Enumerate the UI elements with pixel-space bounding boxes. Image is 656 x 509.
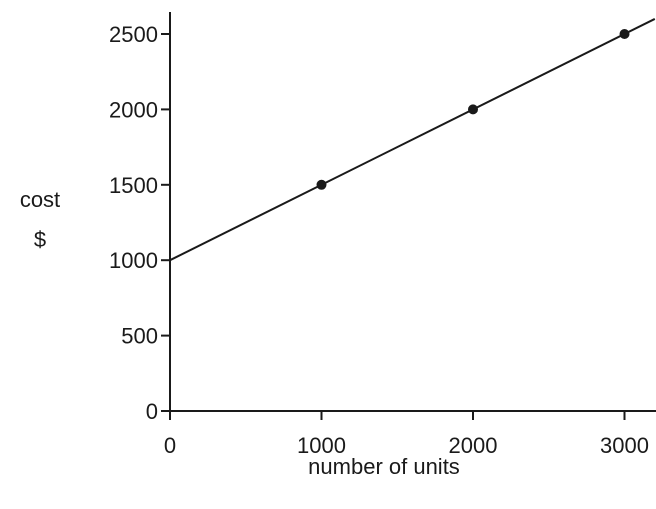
y-tick-label-1500: 1500 xyxy=(109,173,158,198)
y-tick-label-0: 0 xyxy=(146,399,158,424)
series-line-group xyxy=(169,18,656,262)
data-point-1 xyxy=(316,179,327,190)
y-axis-title-line-2: $ xyxy=(34,227,46,252)
x-tick-label-2000: 2000 xyxy=(449,433,498,458)
y-tick-label-2000: 2000 xyxy=(109,97,158,122)
x-tick-label-1000: 1000 xyxy=(297,433,346,458)
data-point-3 xyxy=(619,29,630,39)
y-axis-title-line-1: cost xyxy=(20,187,60,212)
data-point-2 xyxy=(468,104,478,115)
y-tick-label-500: 500 xyxy=(121,324,158,349)
x-tick-label-0: 0 xyxy=(164,433,176,458)
x-tick-label-3000: 3000 xyxy=(600,433,649,458)
ticks: 0 500 1000 1500 2000 2500 0 1000 2000 3000 xyxy=(109,22,649,458)
y-tick-label-2500: 2500 xyxy=(109,22,158,47)
y-tick-label-1000: 1000 xyxy=(109,248,158,273)
series-line xyxy=(169,18,656,262)
data-points xyxy=(316,29,630,190)
axes xyxy=(169,12,656,412)
x-axis-title: number of units xyxy=(308,454,460,479)
axis-titles: number of units cost $ xyxy=(20,187,460,479)
